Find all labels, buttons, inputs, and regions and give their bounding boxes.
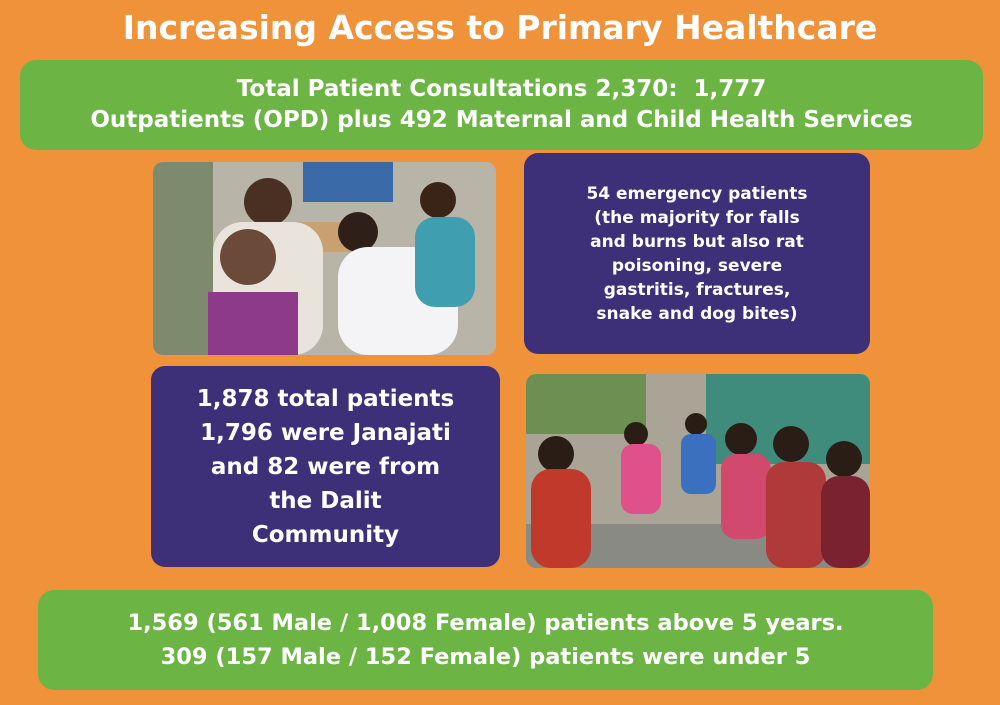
photo-person-head	[725, 423, 757, 455]
photo-person-head	[244, 178, 292, 226]
patients-line: Community	[251, 521, 400, 548]
emergency-line: (the majority for falls	[594, 207, 800, 228]
photo-person	[821, 476, 870, 568]
photo-trees	[526, 374, 646, 434]
photo-woman-head	[420, 182, 456, 218]
emergency-box: 54 emergency patients (the majority for …	[526, 155, 868, 352]
age-gender-box: 1,569 (561 Male / 1,008 Female) patients…	[38, 590, 933, 690]
photo-person-head	[685, 413, 707, 435]
photo-chair	[208, 292, 298, 355]
photo-person	[681, 434, 716, 494]
photo-nurse-head	[338, 212, 378, 252]
photo-person-head	[826, 441, 862, 477]
photo-child	[220, 229, 276, 285]
photo-person-head	[538, 436, 574, 472]
photo-person	[531, 469, 591, 568]
emergency-line: gastritis, fractures,	[603, 279, 791, 300]
emergency-line: poisoning, severe	[611, 255, 783, 276]
photo-person-head	[624, 422, 648, 446]
patients-box: 1,878 total patients 1,796 were Janajati…	[153, 368, 498, 565]
consultations-line: Outpatients (OPD) plus 492 Maternal and …	[90, 107, 913, 133]
consultations-box: Total Patient Consultations 2,370: 1,777…	[20, 60, 983, 150]
photo-woman	[415, 217, 475, 307]
photo-person	[621, 444, 661, 514]
photo-clinic	[153, 162, 496, 355]
emergency-line: and burns but also rat	[590, 231, 804, 252]
title: Increasing Access to Primary Healthcare	[122, 8, 878, 47]
emergency-line: 54 emergency patients	[586, 183, 808, 204]
photo-person	[766, 462, 826, 568]
patients-line: 1,878 total patients	[196, 385, 455, 412]
emergency-line: snake and dog bites)	[596, 303, 798, 324]
photo-poster	[303, 162, 393, 202]
consultations-line: Total Patient Consultations 2,370: 1,777	[236, 76, 767, 102]
patients-line: 1,796 were Janajati	[200, 419, 451, 446]
patients-line: and 82 were from	[210, 453, 441, 480]
photo-door	[153, 162, 213, 355]
photo-person-head	[773, 426, 809, 462]
age-gender-line: 309 (157 Male / 152 Female) patients wer…	[160, 644, 811, 670]
patients-line: the Dalit	[269, 487, 382, 514]
age-gender-line: 1,569 (561 Male / 1,008 Female) patients…	[127, 610, 844, 636]
photo-waiting	[526, 374, 870, 568]
photo-person	[721, 454, 771, 539]
